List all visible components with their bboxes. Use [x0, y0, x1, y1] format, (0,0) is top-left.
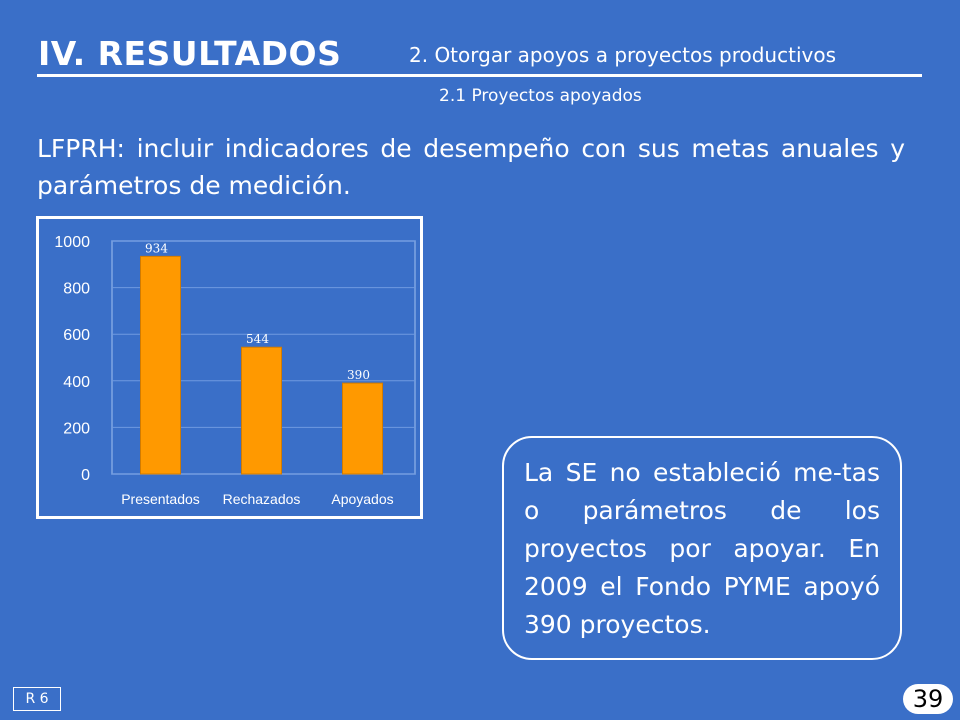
y-tick-label: 1000: [54, 234, 90, 251]
data-label: 934: [145, 241, 168, 255]
x-tick-label: Rechazados: [223, 491, 301, 507]
page-title: IV. RESULTADOS: [38, 34, 342, 73]
y-tick-label: 600: [63, 327, 90, 344]
bar: [241, 346, 282, 475]
bar-chart: 0 200 400 600 800 1000 934 Presentados 544 Rechaz…: [54, 234, 416, 507]
data-label: 544: [246, 332, 269, 346]
page-number: 39: [903, 684, 953, 714]
subsection-subtitle: 2.1 Proyectos apoyados: [439, 86, 642, 106]
y-tick-label: 800: [63, 281, 90, 298]
bar: [342, 382, 383, 475]
chart-frame: 0 200 400 600 800 1000 934 Presentados 544 Rechaz…: [36, 216, 423, 519]
section-subtitle: 2. Otorgar apoyos a proyectos productivo…: [409, 43, 836, 67]
intro-paragraph: LFPRH: incluir indicadores de desempeño …: [37, 134, 905, 200]
x-tick-label: Presentados: [121, 491, 200, 507]
y-tick-label: 0: [81, 467, 90, 484]
callout-box: La SE no estableció me-tas o parámetros …: [502, 436, 902, 660]
y-tick-label: 400: [63, 374, 90, 391]
bar: [140, 255, 181, 475]
x-tick-label: Apoyados: [331, 491, 393, 507]
reference-badge: R 6: [13, 687, 61, 711]
data-label: 390: [347, 368, 370, 382]
y-tick-label: 200: [63, 420, 90, 437]
title-divider: [37, 74, 922, 77]
